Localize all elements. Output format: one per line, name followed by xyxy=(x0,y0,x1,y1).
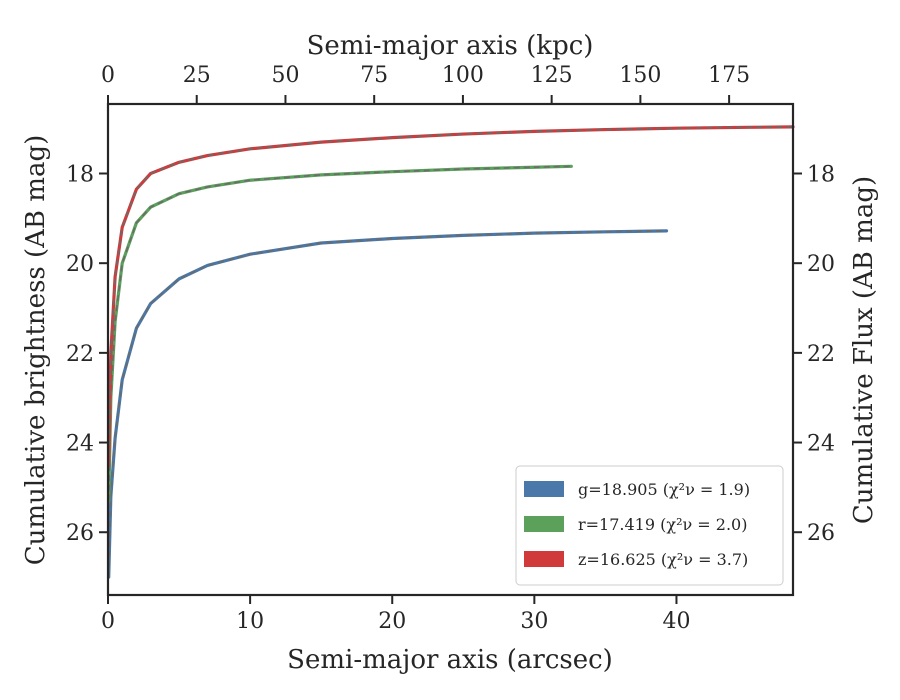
legend-swatch-1 xyxy=(524,481,564,497)
x-tick-label: 0 xyxy=(101,609,115,634)
x2-tick-label: 175 xyxy=(708,63,750,88)
x-tick-label: 30 xyxy=(520,609,548,634)
series-model-line-3 xyxy=(107,126,794,465)
x2-tick-label: 75 xyxy=(360,63,388,88)
y2-tick-label: 22 xyxy=(807,342,835,367)
series-model-line-2 xyxy=(107,165,572,501)
x2-axis-title: Semi-major axis (kpc) xyxy=(307,31,594,61)
x2-tick-label: 100 xyxy=(442,63,484,88)
series-model-line-1 xyxy=(107,230,667,578)
y2-tick-label: 26 xyxy=(807,521,835,546)
legend-label-1: g=18.905 (χ²ν = 1.9) xyxy=(578,480,750,499)
legend-swatch-3 xyxy=(524,551,564,567)
ticks-layer: 0 10 20 30 40 0 25 50 75 100 125 150 175 18 18 20 20 22 22… xyxy=(66,63,835,634)
x2-tick-label: 25 xyxy=(183,63,211,88)
y-axis-title: Cumulative brightness (AB mag) xyxy=(21,135,51,566)
legend-box xyxy=(515,465,784,586)
legend-label-2: r=17.419 (χ²ν = 2.0) xyxy=(578,515,747,534)
series-layer xyxy=(107,125,795,579)
x-tick-label: 10 xyxy=(236,609,264,634)
plot-frame xyxy=(106,102,795,597)
y-tick-label: 20 xyxy=(66,252,94,277)
y-tick-label: 18 xyxy=(66,163,94,188)
x-tick-label: 20 xyxy=(378,609,406,634)
y2-tick-label: 18 xyxy=(807,163,835,188)
x2-tick-label: 150 xyxy=(619,63,661,88)
legend: g=18.905 (χ²ν = 1.9) r=17.419 (χ²ν = 2.0)… xyxy=(515,465,784,586)
y-tick-label: 24 xyxy=(66,432,94,457)
legend-label-3: z=16.625 (χ²ν = 3.7) xyxy=(578,550,748,569)
y2-tick-label: 20 xyxy=(807,252,835,277)
legend-swatch-2 xyxy=(524,516,564,532)
x-axis-title: Semi-major axis (arcsec) xyxy=(287,645,613,675)
series-line-3 xyxy=(107,125,795,467)
x2-tick-label: 0 xyxy=(101,63,115,88)
y-tick-label: 22 xyxy=(66,342,94,367)
x2-tick-label: 125 xyxy=(531,63,573,88)
x-tick-label: 40 xyxy=(662,609,690,634)
series-line-2 xyxy=(107,164,573,503)
y-tick-label: 26 xyxy=(66,521,94,546)
y2-axis-title: Cumulative Flux (AB mag) xyxy=(849,176,879,524)
x2-tick-label: 50 xyxy=(271,63,299,88)
y2-tick-label: 24 xyxy=(807,432,835,457)
